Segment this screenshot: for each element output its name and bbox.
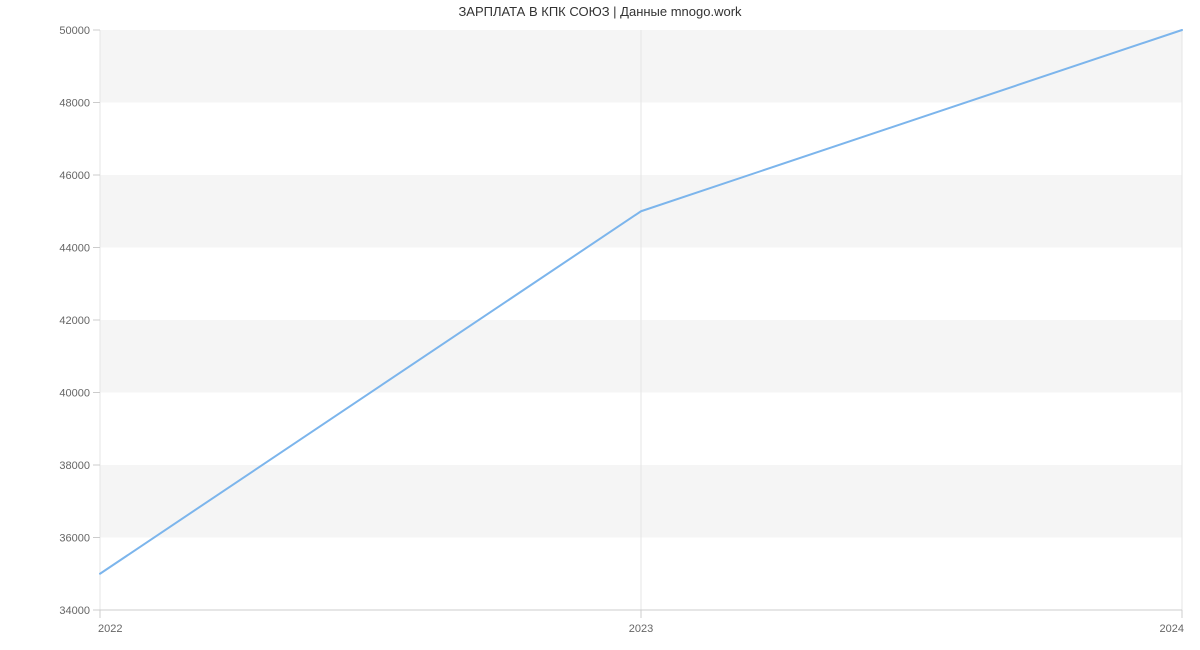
y-tick-label: 34000 <box>59 605 90 617</box>
x-tick-label: 2022 <box>98 623 122 635</box>
y-tick-label: 40000 <box>59 388 90 400</box>
x-tick-label: 2023 <box>629 623 653 635</box>
y-tick-label: 46000 <box>59 170 90 182</box>
y-tick-label: 42000 <box>59 315 90 327</box>
chart-svg: 34000 36000 38000 40000 42000 44000 46000 48000… <box>0 0 1200 650</box>
y-tick-label: 44000 <box>59 243 90 255</box>
y-tick-label: 48000 <box>59 98 90 110</box>
y-tick-label: 50000 <box>59 25 90 37</box>
chart-title: ЗАРПЛАТА В КПК СОЮЗ | Данные mnogo.work <box>458 4 742 19</box>
y-tick-label: 36000 <box>59 533 90 545</box>
y-tick-label: 38000 <box>59 460 90 472</box>
x-tick-label: 2024 <box>1160 623 1184 635</box>
salary-line-chart: 34000 36000 38000 40000 42000 44000 46000 48000… <box>0 0 1200 650</box>
